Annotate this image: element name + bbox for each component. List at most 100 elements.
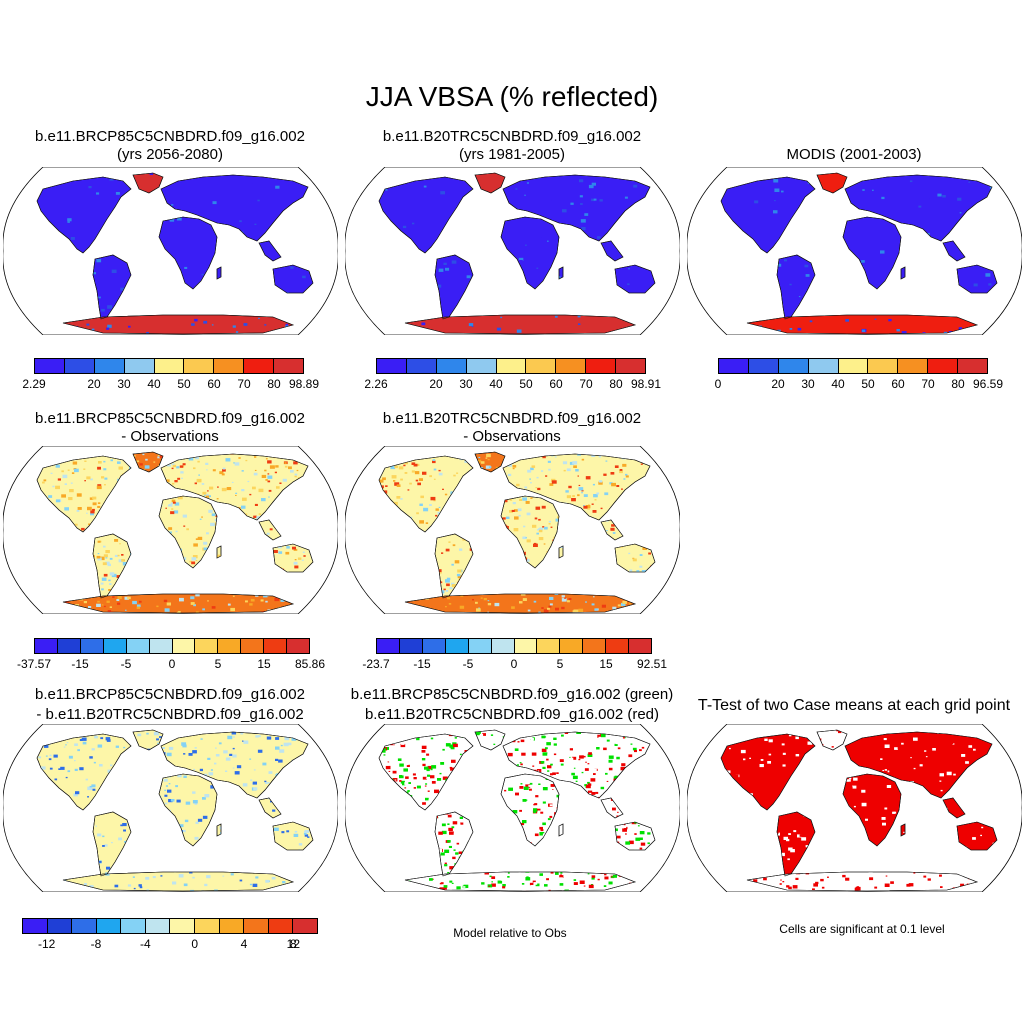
- colorbar-tick-label: 98.89: [288, 377, 320, 391]
- coastline-seasia: [600, 797, 624, 819]
- coastline-antarctica: [62, 871, 294, 892]
- colorbar-tick-label: -5: [462, 657, 474, 671]
- coastline-namerica: [720, 176, 816, 254]
- map-p8: [345, 724, 680, 892]
- map-p2: [345, 167, 680, 335]
- colorbar-swatch: [244, 359, 275, 373]
- coastline-greenland: [474, 451, 506, 473]
- coastline-eurasia: [844, 731, 993, 799]
- colorbar-tick-label: 85.86: [294, 657, 326, 671]
- colorbar-tick-label: -8: [90, 937, 102, 951]
- coastline-madagascar: [216, 545, 222, 559]
- coastline-seasia: [258, 240, 282, 262]
- coastline-seasia: [942, 797, 966, 819]
- colorbar-swatch: [218, 639, 242, 653]
- colorbar-swatch: [436, 359, 467, 373]
- colorbar-swatch: [214, 359, 245, 373]
- colorbar-swatch: [898, 359, 929, 373]
- coastline-madagascar: [900, 823, 906, 837]
- colorbar-tick-label: 30: [801, 377, 815, 391]
- panel-p7: b.e11.BRCP85C5CNBDRD.f09_g16.002 - b.e11…: [0, 686, 340, 946]
- coastline-africa: [500, 495, 560, 569]
- colorbar-labels-p2: 2.26 20 30 40 50 60 70 80 98.91: [364, 377, 661, 391]
- colorbar-swatch: [556, 359, 587, 373]
- colorbar-labels-p4: -37.57 -15 -5 0 5 15 85.86: [17, 657, 325, 671]
- colorbar-tick-label: -23.7: [362, 657, 390, 671]
- coastline-eurasia: [844, 174, 993, 242]
- note-significance: Cells are significant at 0.1 level: [779, 922, 945, 936]
- colorbar-p3: [718, 358, 988, 374]
- colorbar-swatch: [80, 639, 104, 653]
- colorbar-swatch: [422, 639, 446, 653]
- colorbar-tick-label: -15: [413, 657, 431, 671]
- coastline-madagascar: [216, 266, 222, 280]
- colorbar-tick-label: 60: [207, 377, 221, 391]
- colorbar-tick-label: 40: [147, 377, 161, 391]
- panel-p5: b.e11.B20TRC5CNBDRD.f09_g16.002 - Observ…: [342, 410, 682, 670]
- colorbar-tick-label: 12: [286, 937, 301, 951]
- colorbar-tick-label: 20: [429, 377, 443, 391]
- colorbar-tick-label: 98.91: [630, 377, 662, 391]
- colorbar-swatch: [287, 639, 310, 653]
- panel-title-line1: b.e11.BRCP85C5CNBDRD.f09_g16.002 (green): [350, 686, 674, 703]
- coastline-africa: [500, 773, 560, 847]
- colorbar-swatch: [616, 359, 646, 373]
- colorbar-swatch: [47, 919, 73, 933]
- coastline-eurasia: [502, 174, 651, 242]
- coastline-greenland: [474, 172, 506, 194]
- panel-title-line2: - b.e11.B20TRC5CNBDRD.f09_g16.002: [36, 706, 304, 723]
- coastline-antarctica: [404, 314, 636, 335]
- colorbar-swatch: [149, 639, 173, 653]
- colorbar-p4: [34, 638, 310, 654]
- colorbar-swatch: [526, 359, 557, 373]
- coastline-eurasia: [160, 453, 309, 521]
- colorbar-tick-label: -4: [139, 937, 151, 951]
- colorbar-swatch: [23, 919, 48, 933]
- colorbar-p7: [22, 918, 318, 934]
- colorbar-swatch: [170, 919, 196, 933]
- coastline-samerica: [92, 811, 132, 877]
- colorbar-tick-label: 50: [861, 377, 875, 391]
- figure-title: JJA VBSA (% reflected): [365, 81, 659, 112]
- colorbar-swatch: [96, 919, 122, 933]
- colorbar-swatch: [629, 639, 652, 653]
- colorbar-labels-p1: 2.29 20 30 40 50 60 70 80 98.89: [22, 377, 319, 391]
- panel-p4: b.e11.BRCP85C5CNBDRD.f09_g16.002 - Obser…: [0, 410, 340, 670]
- colorbar-tick-label: 60: [549, 377, 563, 391]
- coastline-antarctica: [746, 871, 978, 892]
- coastline-eurasia: [502, 731, 651, 799]
- colorbar-swatch: [293, 919, 317, 933]
- colorbar-tick-label: 30: [117, 377, 131, 391]
- coastline-seasia: [258, 519, 282, 541]
- colorbar-tick-label: 20: [771, 377, 785, 391]
- colorbar-tick-label: 96.59: [972, 377, 1004, 391]
- coastline-eurasia: [502, 453, 651, 521]
- colorbar-tick-label: 40: [489, 377, 503, 391]
- coastline-greenland: [132, 729, 164, 751]
- colorbar-labels-p5: -23.7 -15 -5 0 5 15 92.51: [362, 657, 667, 671]
- coastline-greenland: [816, 729, 848, 751]
- colorbar-swatch: [184, 359, 215, 373]
- panel-title-line2: - Observations: [463, 428, 561, 445]
- coastline-greenland: [816, 172, 848, 194]
- colorbar-tick-label: 70: [237, 377, 251, 391]
- colorbar-tick-label: 80: [267, 377, 281, 391]
- coastline-greenland: [474, 729, 506, 751]
- colorbar-swatch: [778, 359, 809, 373]
- panel-title-line1: b.e11.BRCP85C5CNBDRD.f09_g16.002: [35, 410, 305, 427]
- panel-p2: b.e11.B20TRC5CNBDRD.f09_g16.002 (yrs 198…: [342, 128, 682, 388]
- colorbar-swatch: [560, 639, 584, 653]
- panel-title-line1: b.e11.B20TRC5CNBDRD.f09_g16.002: [382, 410, 642, 427]
- coastline-namerica: [378, 733, 474, 811]
- colorbar-swatch: [124, 359, 155, 373]
- colorbar-swatch: [219, 919, 245, 933]
- colorbar-tick-label: 5: [556, 657, 564, 671]
- colorbar-swatch: [377, 639, 400, 653]
- colorbar-swatch: [126, 639, 150, 653]
- coastline-namerica: [36, 733, 132, 811]
- note-model-relative: Model relative to Obs: [453, 926, 567, 940]
- coastline-samerica: [776, 254, 816, 320]
- colorbar-swatch: [958, 359, 988, 373]
- colorbar-swatch: [172, 639, 196, 653]
- coastline-australia: [614, 543, 656, 573]
